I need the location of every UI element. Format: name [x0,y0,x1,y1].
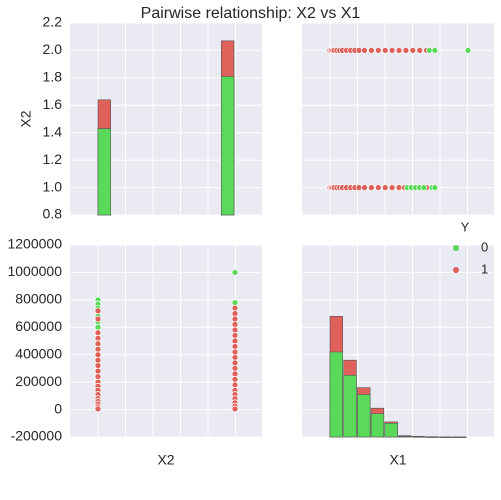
legend-label-class0: 0 [481,239,488,254]
scatter-point-class1 [374,47,382,54]
scatter-point-class1 [388,184,396,191]
y-tick-label-x1: 400000 [15,345,62,361]
scatter-point-class1 [355,47,363,54]
scatter-point-class1 [94,373,102,381]
scatter-point-class0 [231,299,239,306]
hist-x1-bar-class0 [425,436,439,438]
scatter-point-class1 [231,365,239,372]
scatter-point-class1 [94,340,102,348]
hist-x1-bar-class0 [343,374,357,438]
hist-x1-bar-class0 [329,351,343,438]
scatter-point-class1 [409,47,417,54]
scatter-point-class1 [231,370,239,378]
scatter-point-class0 [426,47,433,54]
scatter-point-class1 [94,315,102,323]
scatter-point-class1 [231,343,239,350]
scatter-point-class1 [231,359,239,367]
y-tick-label-x1: 1000000 [7,263,62,279]
y-tick-label-x2: 2.0 [43,41,63,57]
scatter-point-class1 [416,47,424,54]
y-tick-label-x1: -200000 [11,428,63,444]
scatter-point-class1 [94,356,102,364]
scatter-point-class1 [231,381,239,389]
scatter-point-class1 [402,47,410,54]
scatter-point-class1 [94,334,102,342]
scatter-point-class1 [94,329,102,337]
y-tick-label-x1: 200000 [15,373,62,389]
scatter-point-class0 [94,323,102,331]
y-tick-label-x1: 800000 [15,291,62,307]
scatter-point-class1 [374,184,382,191]
scatter-point-class1 [395,47,403,54]
legend-marker-class0 [453,245,459,251]
hist-x2-bar-class0 [97,128,111,216]
scatter-point-class0 [420,184,428,191]
y-tick-label-x2: 1.8 [43,69,63,85]
scatter-point-class1 [231,321,239,328]
panel-tr-background [302,23,494,215]
scatter-point-class0 [231,269,239,276]
legend-marker-class1 [453,267,459,273]
scatter-point-class0 [431,184,439,191]
hist-x1-bar-class0 [411,436,426,438]
legend-title: Y [461,219,470,234]
y-tick-label-x2: 1.0 [43,178,63,194]
scatter-point-class1 [231,304,239,312]
y-tick-label-x2: 0.8 [43,206,63,222]
scatter-point-class1 [368,184,375,191]
scatter-point-class1 [231,310,239,317]
scatter-point-class1 [94,362,102,370]
chart-title: Pairwise relationship: X2 vs X1 [140,5,361,22]
scatter-point-class1 [94,345,102,353]
scatter-point-class1 [395,184,403,191]
hist-x1-bar-class0 [357,394,371,438]
scatter-point-class1 [381,184,389,191]
y-tick-label-x2: 2.2 [43,14,63,30]
scatter-point-class1 [94,367,102,375]
hist-x1-bar-class0 [384,422,398,438]
scatter-point-class1 [231,376,239,383]
panel-bl-background [70,245,262,437]
scatter-point-class1 [381,47,389,54]
scatter-point-class1 [231,354,239,361]
legend-label-class1: 1 [481,261,488,276]
scatter-point-class1 [231,326,239,334]
scatter-point-class1 [94,351,102,359]
hist-x1-bar-class0 [370,413,385,438]
y-tick-label-x1: 0 [54,400,62,416]
y-tick-label-x2: 1.2 [43,151,63,167]
scatter-point-class1 [231,315,239,323]
y-tick-label-x2: 1.4 [43,123,63,139]
scatter-point-class1 [94,405,102,413]
hist-x1-bar-class0 [452,436,467,438]
scatter-point-class1 [231,332,239,339]
scatter-point-class1 [361,184,368,191]
y-tick-label-x1: 600000 [15,318,62,334]
y-tick-label-x2: 1.6 [43,96,63,112]
x-axis-label-x2: X2 [157,452,174,468]
x-axis-label-x1: X1 [389,452,406,468]
hist-x1-bar-class0 [398,436,412,438]
scatter-point-class1 [231,405,239,413]
scatter-point-class1 [361,47,368,54]
y-tick-label-x1: 1200000 [7,236,62,252]
y-axis-label-x2: X2 [18,110,34,127]
hist-x2-bar-class0 [221,76,235,216]
scatter-point-class0 [431,47,439,54]
scatter-point-class1 [94,307,102,315]
scatter-point-class1 [355,184,363,191]
scatter-point-class1 [231,337,239,345]
scatter-point-class1 [231,348,239,356]
scatter-point-class0 [464,47,472,54]
scatter-point-class1 [388,47,396,54]
hist-x1-bar-class0 [439,436,453,438]
scatter-point-class1 [368,47,375,54]
